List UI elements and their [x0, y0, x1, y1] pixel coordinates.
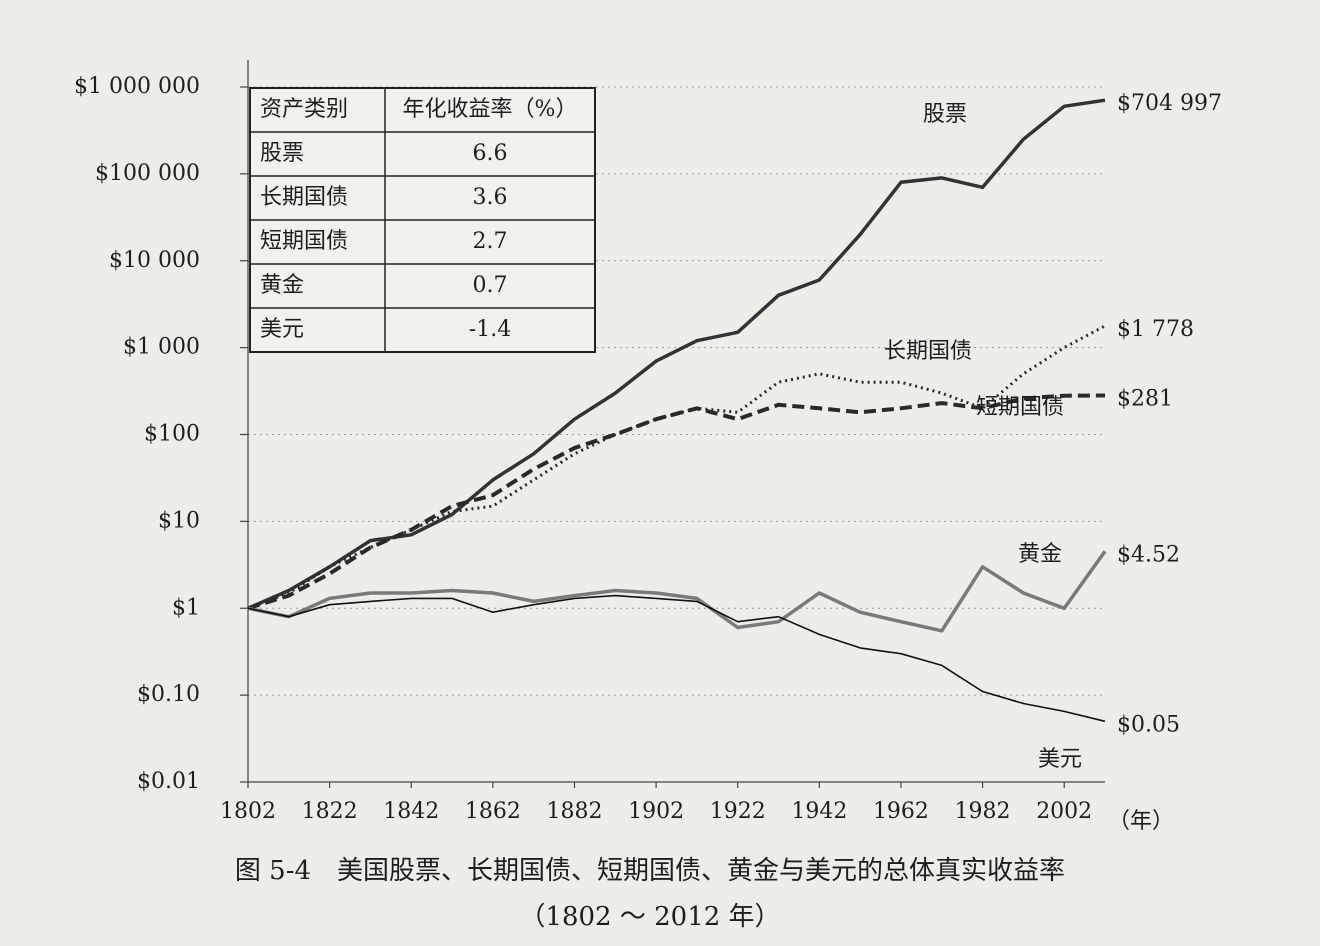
table-cell: 0.7	[473, 273, 508, 298]
series-name-label: 长期国债	[884, 339, 972, 364]
table-cell: 黄金	[260, 273, 304, 298]
x-tick-label: 1842	[383, 799, 439, 824]
end-value-label: $1 778	[1117, 317, 1194, 342]
table-header: 年化收益率（%）	[403, 97, 578, 122]
series-line	[247, 98, 1106, 610]
table-cell: 3.6	[473, 185, 508, 210]
table-cell: 短期国债	[260, 229, 348, 254]
y-tick-label: $1 000	[123, 335, 200, 360]
series-name-label: 美元	[1038, 747, 1082, 772]
end-value-label: $4.52	[1117, 542, 1180, 567]
table-header: 资产类别	[260, 97, 348, 122]
chart-subtitle: （1802 ～ 2012 年）	[519, 902, 780, 932]
table-cell: -1.4	[469, 317, 511, 342]
y-tick-label: $0.10	[137, 682, 200, 707]
table-cell: 6.6	[473, 141, 508, 166]
x-tick-label: 2002	[1036, 799, 1092, 824]
x-tick-label: 1882	[546, 799, 602, 824]
y-tick-label: $0.01	[137, 769, 200, 794]
x-tick-label: 1962	[873, 799, 929, 824]
end-value-label: $0.05	[1117, 712, 1180, 737]
y-tick-label: $1	[172, 595, 200, 620]
y-tick-label: $100	[144, 422, 200, 447]
y-tick-label: $10 000	[109, 248, 200, 273]
series-line	[247, 550, 1107, 633]
end-value-label: $704 997	[1117, 91, 1222, 116]
table-cell: 2.7	[473, 229, 508, 254]
chart-title: 图 5-4 美国股票、长期国债、短期国债、黄金与美元的总体真实收益率	[235, 856, 1065, 886]
y-tick-label: $1 000 000	[74, 74, 200, 99]
series-line	[247, 594, 1106, 723]
y-tick-label: $10	[158, 508, 200, 533]
series-name-label: 短期国债	[976, 395, 1064, 420]
x-tick-label: 1862	[465, 799, 521, 824]
series-line	[247, 393, 1106, 611]
x-tick-label: 1802	[220, 799, 276, 824]
y-tick-label: $100 000	[95, 161, 200, 186]
end-value-label: $281	[1117, 387, 1173, 412]
table-cell: 长期国债	[260, 185, 348, 210]
table-cell: 美元	[260, 317, 304, 342]
series-line	[247, 324, 1106, 610]
x-tick-label: 1902	[628, 799, 684, 824]
x-axis-label: （年）	[1108, 809, 1174, 834]
x-tick-label: 1942	[791, 799, 847, 824]
x-tick-label: 1982	[955, 799, 1011, 824]
table-cell: 股票	[260, 141, 304, 166]
x-tick-label: 1822	[302, 799, 358, 824]
series-name-label: 黄金	[1018, 542, 1062, 567]
x-tick-label: 1922	[710, 799, 766, 824]
series-name-label: 股票	[923, 102, 967, 127]
